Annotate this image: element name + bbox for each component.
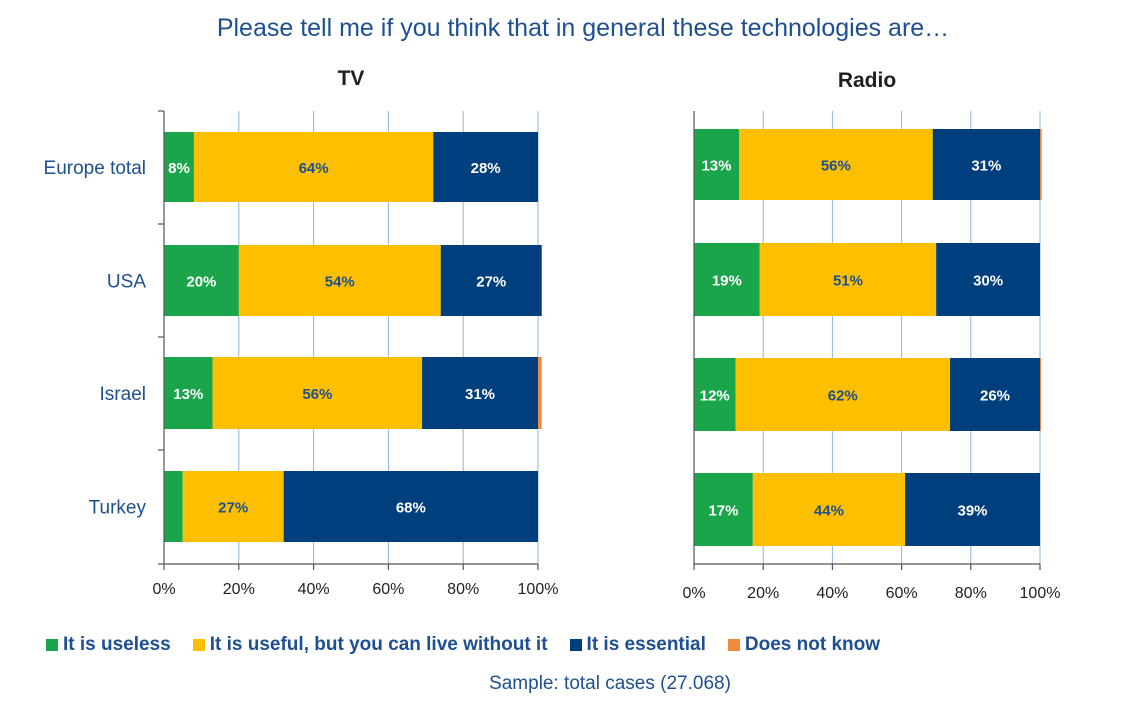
bar-segment [694, 129, 739, 200]
x-tick-label: 60% [886, 585, 918, 602]
data-label: 26% [980, 388, 1010, 405]
data-label: 68% [396, 500, 426, 517]
bar-segment [752, 473, 906, 546]
panel-title-tv: TV [338, 67, 365, 90]
bar-segment [694, 473, 753, 546]
category-label: USA [107, 272, 146, 293]
legend-item-useful: It is useful, but you can live without i… [192, 634, 548, 656]
bar-segment [950, 358, 1040, 431]
bar-segment [164, 471, 183, 542]
bar-segment [164, 357, 213, 429]
sample-note: Sample: total cases (27.068) [489, 673, 731, 694]
data-label: 30% [973, 273, 1003, 290]
legend-item-essential: It is essential [569, 634, 706, 656]
data-label: 44% [814, 503, 844, 520]
bar-segment [212, 357, 423, 429]
legend-label-does-not-know: Does not know [744, 634, 881, 655]
x-tick-label: 40% [298, 581, 330, 598]
bar-segment [283, 471, 538, 542]
bar-segment [433, 132, 538, 202]
bar-segment [182, 471, 284, 542]
bar-segment [440, 245, 542, 316]
bar-segment [936, 243, 1040, 316]
legend-item-does-not-know: Does not know [727, 634, 881, 656]
panel-title-radio: Radio [838, 69, 896, 92]
category-label: Europe total [44, 158, 146, 179]
data-label: 39% [958, 503, 988, 520]
data-label: 54% [325, 274, 355, 291]
bar-segment [538, 357, 542, 429]
legend-label-essential: It is essential [586, 634, 706, 655]
legend-swatch-essential [569, 639, 582, 651]
bar-segment [1040, 358, 1042, 431]
legend-item-useless: It is useless [46, 634, 171, 656]
bar-segment [238, 245, 441, 316]
x-tick-label: 80% [447, 581, 479, 598]
data-label: 62% [828, 388, 858, 405]
data-label: 12% [700, 388, 730, 405]
data-label: 20% [186, 274, 216, 291]
bar-segment [694, 358, 736, 431]
legend-swatch-useless [46, 639, 58, 651]
data-label: 13% [173, 386, 203, 403]
bar-segment [759, 243, 937, 316]
chart-main-title: Please tell me if you think that in gene… [216, 14, 950, 42]
x-tick-label: 40% [816, 585, 848, 602]
bar-segment [735, 358, 951, 431]
bar-segment [422, 357, 538, 429]
data-label: 13% [701, 158, 731, 175]
category-label: Israel [100, 384, 146, 405]
data-label: 56% [821, 158, 851, 175]
legend-label-useful: It is useful, but you can live without i… [209, 634, 548, 655]
bar-segment [164, 245, 239, 316]
bar-segment [694, 243, 760, 316]
x-tick-label: 0% [152, 581, 175, 598]
bar-segment [164, 132, 194, 202]
x-tick-label: 100% [1020, 585, 1061, 602]
bar-segment [905, 473, 1040, 546]
data-label: 8% [168, 160, 190, 177]
x-tick-label: 100% [518, 581, 559, 598]
data-label: 27% [476, 274, 506, 291]
data-label: 56% [302, 386, 332, 403]
legend-swatch-does-not-know [727, 639, 740, 651]
x-tick-label: 60% [372, 581, 404, 598]
bar-segment [738, 129, 933, 200]
x-tick-label: 20% [747, 585, 779, 602]
bar-segment [193, 132, 434, 202]
data-label: 31% [971, 158, 1001, 175]
x-tick-label: 20% [223, 581, 255, 598]
data-label: 31% [465, 386, 495, 403]
data-label: 64% [299, 160, 329, 177]
x-tick-label: 0% [682, 585, 705, 602]
bar-segment [1040, 129, 1042, 200]
data-label: 27% [218, 500, 248, 517]
data-label: 51% [833, 273, 863, 290]
legend-swatch-useful [192, 639, 205, 651]
stacked-bar-charts: TV 8% 64% 28% Europe total 20% 54% 27% USA 13% 56%… [44, 67, 1061, 602]
data-label: 28% [471, 160, 501, 177]
data-label: 17% [708, 503, 738, 520]
data-label: 19% [712, 273, 742, 290]
category-label: Turkey [89, 498, 147, 519]
legend-label-useless: It is useless [63, 634, 171, 655]
x-tick-label: 80% [955, 585, 987, 602]
legend: It is useless It is useful, but you can … [46, 634, 880, 656]
bar-segment [932, 129, 1040, 200]
